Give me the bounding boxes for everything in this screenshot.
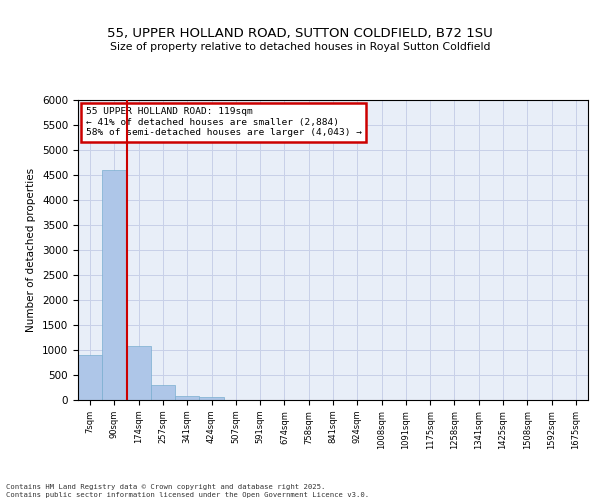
Bar — [102, 170, 127, 400]
Bar — [151, 385, 175, 400]
Bar — [175, 396, 199, 400]
Text: Contains HM Land Registry data © Crown copyright and database right 2025.
Contai: Contains HM Land Registry data © Crown c… — [6, 484, 369, 498]
Bar — [78, 355, 102, 400]
Bar — [199, 397, 224, 400]
Text: Size of property relative to detached houses in Royal Sutton Coldfield: Size of property relative to detached ho… — [110, 42, 490, 52]
Text: 55 UPPER HOLLAND ROAD: 119sqm
← 41% of detached houses are smaller (2,884)
58% o: 55 UPPER HOLLAND ROAD: 119sqm ← 41% of d… — [86, 108, 362, 138]
Bar — [127, 346, 151, 400]
Text: 55, UPPER HOLLAND ROAD, SUTTON COLDFIELD, B72 1SU: 55, UPPER HOLLAND ROAD, SUTTON COLDFIELD… — [107, 28, 493, 40]
Y-axis label: Number of detached properties: Number of detached properties — [26, 168, 37, 332]
